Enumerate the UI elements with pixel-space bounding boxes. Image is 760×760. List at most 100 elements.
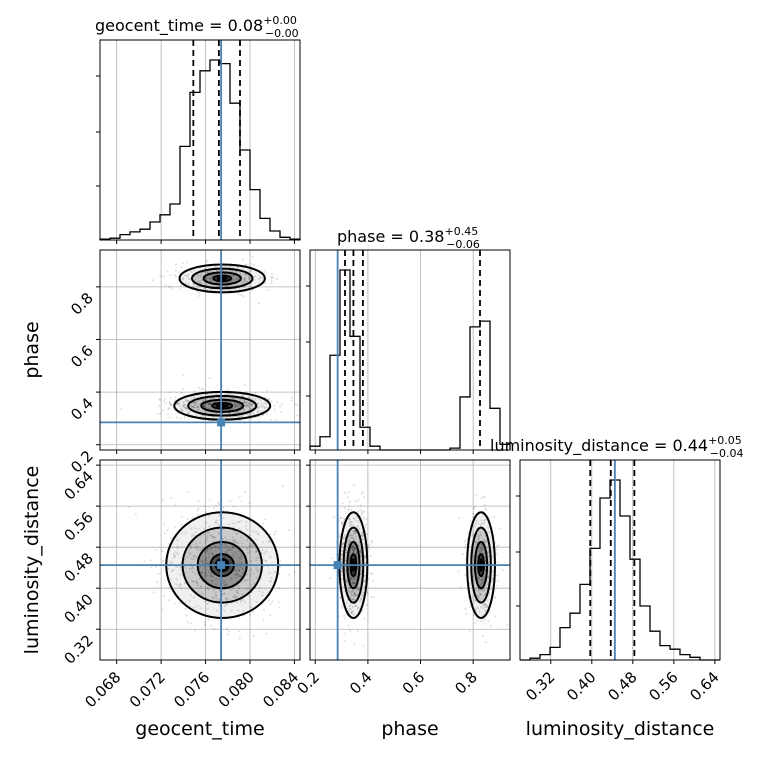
scatter-point <box>496 584 499 587</box>
scatter-point <box>205 569 208 572</box>
scatter-point <box>265 559 268 562</box>
scatter-point <box>469 605 472 608</box>
scatter-point <box>198 549 201 552</box>
scatter-point <box>207 552 210 555</box>
scatter-point <box>269 418 272 421</box>
scatter-point <box>352 599 355 602</box>
scatter-point <box>217 396 220 399</box>
scatter-point <box>353 594 356 597</box>
scatter-point <box>266 389 269 392</box>
scatter-point <box>267 540 270 543</box>
scatter-point <box>361 533 364 536</box>
scatter-point <box>366 592 369 595</box>
scatter-point <box>150 559 153 562</box>
scatter-point <box>246 405 249 408</box>
scatter-point <box>239 556 242 559</box>
scatter-point <box>354 605 357 608</box>
scatter-point <box>174 551 177 554</box>
scatter-point <box>216 412 219 415</box>
scatter-point <box>206 537 209 540</box>
scatter-point <box>176 539 179 542</box>
scatter-point <box>349 629 352 632</box>
scatter-point <box>484 541 487 544</box>
scatter-point <box>362 496 365 499</box>
scatter-point <box>179 568 182 571</box>
scatter-point <box>230 578 233 581</box>
scatter-point <box>194 278 197 281</box>
gridlines <box>314 250 474 450</box>
scatter-point <box>477 538 480 541</box>
scatter-point <box>486 606 489 609</box>
hist-panel-luminosity-distance: 0.32 0.40 0.48 0.56 0.64 <box>516 459 723 704</box>
scatter-point <box>184 398 187 401</box>
scatter-point <box>354 582 357 585</box>
scatter-point <box>200 547 203 550</box>
scatter-point <box>246 587 249 590</box>
scatter-point <box>249 574 252 577</box>
scatter-point <box>203 558 206 561</box>
scatter-point <box>350 589 353 592</box>
scatter-point <box>161 608 164 611</box>
scatter-point <box>230 561 233 564</box>
scatter-point <box>233 569 236 572</box>
scatter-point <box>357 588 360 591</box>
scatter-point <box>247 402 250 405</box>
scatter-point <box>208 568 211 571</box>
scatter-point <box>169 577 172 580</box>
scatter-point <box>231 396 234 399</box>
scatter-point <box>258 586 261 589</box>
scatter-point <box>267 599 270 602</box>
scatter-point <box>238 520 241 523</box>
scatter-point <box>351 545 354 548</box>
scatter-point <box>212 536 215 539</box>
scatter-point <box>358 586 361 589</box>
scatter-point <box>353 592 356 595</box>
scatter-point <box>250 403 253 406</box>
scatter-point <box>208 515 211 518</box>
scatter-point <box>365 517 368 520</box>
scatter-point <box>203 621 206 624</box>
scatter-point <box>270 277 273 280</box>
scatter-point <box>201 414 204 417</box>
scatter-point <box>479 532 482 535</box>
scatter-point <box>359 549 362 552</box>
scatter-point <box>364 556 367 559</box>
scatter-point <box>348 540 351 543</box>
scatter-point <box>484 604 487 607</box>
scatter-point <box>179 288 182 291</box>
scatter-point <box>234 522 237 525</box>
scatter-point <box>506 624 509 627</box>
scatter-point <box>134 513 137 516</box>
scatter-point <box>478 592 481 595</box>
scatter-point <box>197 280 200 283</box>
scatter-point <box>205 557 208 560</box>
scatter-point <box>244 601 247 604</box>
scatter-point <box>373 596 376 599</box>
scatter-point <box>177 584 180 587</box>
scatter-point <box>491 555 494 558</box>
scatter-point <box>186 621 189 624</box>
scatter-point <box>189 545 192 548</box>
scatter-point <box>344 639 347 642</box>
scatter-point <box>261 591 264 594</box>
scatter-point <box>234 551 237 554</box>
scatter-point <box>257 302 260 305</box>
scatter-point <box>354 592 357 595</box>
scatter-point <box>474 600 477 603</box>
scatter-point <box>270 576 273 579</box>
scatter-point <box>458 516 461 519</box>
x-tick-label: 0.2 <box>293 668 323 698</box>
scatter-point <box>168 401 171 404</box>
scatter-point <box>234 270 237 273</box>
scatter-point <box>248 550 251 553</box>
scatter-point <box>250 560 253 563</box>
scatter-point <box>255 576 258 579</box>
scatter-point <box>345 601 348 604</box>
scatter-point <box>257 278 260 281</box>
scatter-point <box>350 593 353 596</box>
scatter-point <box>353 582 356 585</box>
scatter-point <box>349 607 352 610</box>
scatter-point <box>470 596 473 599</box>
scatter-point <box>343 517 346 520</box>
scatter-point <box>501 569 504 572</box>
